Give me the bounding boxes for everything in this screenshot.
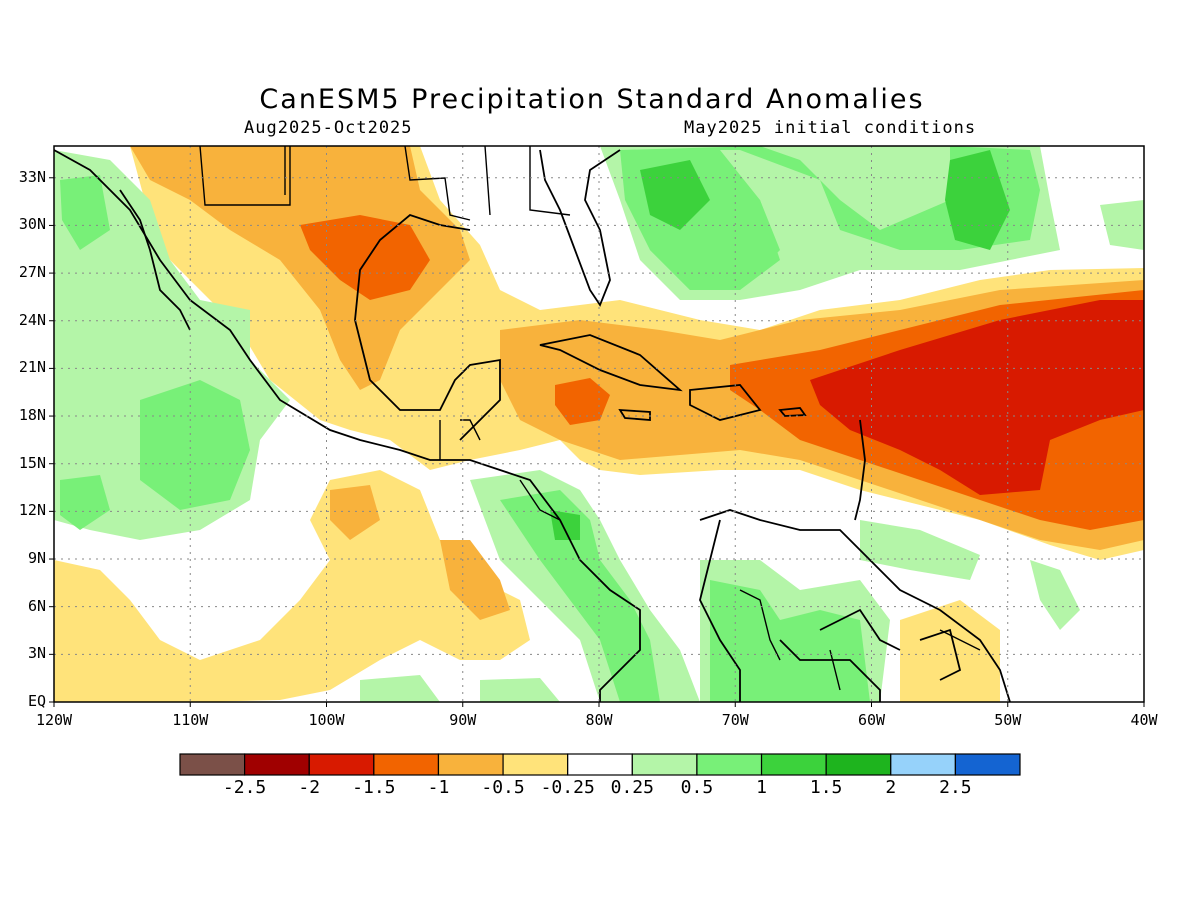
- moderate-dry-gulf: [130, 146, 470, 390]
- colorbar-swatch: [373, 753, 440, 776]
- colorbar-label: 1.5: [809, 777, 843, 798]
- moderate-dry-pacific-2: [330, 485, 380, 540]
- lon-label: 60W: [857, 711, 886, 729]
- moderate-wet-pacific: [140, 380, 250, 510]
- colorbar-swatch: [244, 753, 310, 776]
- moderate-wet-central-america: [500, 490, 660, 702]
- moderate-dry-pacific: [440, 540, 510, 620]
- moderate-wet-pacific-west: [60, 475, 110, 530]
- colorbar-label: 0.25: [610, 777, 654, 798]
- strong-wet-panama: [550, 510, 580, 540]
- colorbar-swatch: [437, 753, 504, 776]
- colorbar-label: -1.5: [352, 777, 396, 798]
- map-title: CanESM5 Precipitation Standard Anomalies: [259, 84, 925, 115]
- colorbar-label: -2: [298, 777, 321, 798]
- lon-label: 100W: [308, 711, 345, 729]
- lon-label: 80W: [585, 711, 613, 729]
- lat-label: EQ: [27, 692, 46, 710]
- lat-label: 27N: [18, 263, 46, 282]
- wet-region-ne-corner: [1100, 200, 1144, 250]
- anomaly-field: [54, 146, 1144, 702]
- lat-label: 24N: [18, 310, 46, 329]
- colorbar-label: 0.5: [680, 777, 714, 798]
- lat-label: 18N: [18, 406, 46, 425]
- lat-label: 30N: [18, 215, 46, 234]
- colorbar-swatch: [308, 753, 375, 776]
- colorbar-swatch: [179, 753, 246, 776]
- colorbar-swatch: [502, 753, 569, 776]
- lon-label: 70W: [721, 711, 749, 729]
- colorbar-label: 2.5: [939, 777, 972, 798]
- strong-dry-texas: [300, 215, 430, 300]
- colorbar-swatch: [890, 753, 956, 776]
- lat-label: 3N: [27, 644, 46, 663]
- axis-ticks: [49, 177, 1145, 707]
- lon-label: 110W: [172, 711, 209, 729]
- lat-label: 12N: [18, 501, 46, 520]
- dry-region-pacific: [54, 470, 530, 702]
- colorbar-swatch: [696, 753, 763, 776]
- colorbar-label: 1: [756, 777, 767, 798]
- forecast-period: Aug2025-Oct2025: [244, 118, 413, 138]
- lon-label: 90W: [449, 711, 477, 729]
- coastlines: [54, 149, 1011, 702]
- colorbar-label: -0.25: [540, 777, 595, 798]
- lat-label: 21N: [18, 358, 46, 377]
- moderate-wet-south-america: [710, 580, 870, 702]
- wet-region-caribbean-east: [860, 520, 980, 580]
- colorbar-label: -1: [427, 777, 450, 798]
- lon-label: 120W: [35, 711, 73, 729]
- lat-label: 6N: [27, 596, 46, 615]
- lat-label: 33N: [18, 167, 46, 186]
- very-dry-atlantic: [810, 300, 1144, 495]
- strong-dry-caribbean: [555, 378, 610, 425]
- colorbar-swatch: [631, 753, 698, 776]
- colorbar-label: -0.5: [481, 777, 525, 798]
- lat-label: 9N: [27, 549, 46, 568]
- colorbar-swatch: [760, 753, 827, 776]
- lat-label: 15N: [18, 453, 46, 472]
- gridlines: [54, 146, 1144, 702]
- dry-region-guiana: [900, 600, 1000, 702]
- colorbar-label: -2.5: [222, 777, 267, 798]
- colorbar-swatch: [567, 753, 633, 776]
- colorbar-swatch: [954, 753, 1021, 776]
- initial-conditions: May2025 initial conditions: [684, 118, 977, 138]
- moderate-wet-pacific-nw: [60, 175, 110, 250]
- colorbar: [179, 753, 1021, 776]
- wet-region-pacific-south: [360, 675, 560, 702]
- borders: [199, 146, 981, 691]
- colorbar-label: 2: [885, 777, 897, 798]
- colorbar-swatch: [825, 753, 892, 776]
- lon-label: 40W: [1130, 711, 1158, 729]
- wet-region-atlantic-south: [1030, 560, 1080, 630]
- lon-label: 50W: [994, 711, 1022, 729]
